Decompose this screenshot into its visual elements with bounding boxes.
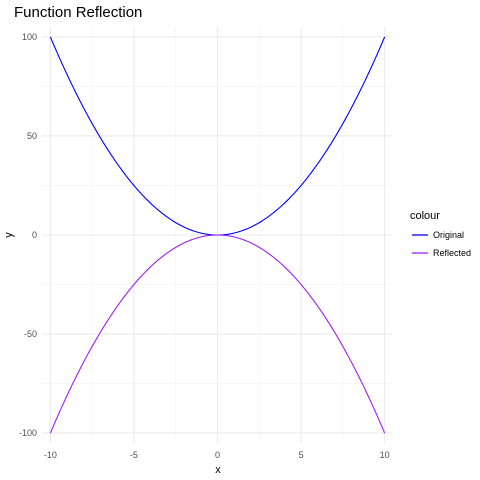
- legend-title: colour: [410, 210, 440, 222]
- x-tick-label: 5: [299, 450, 304, 460]
- series-layer: [49, 36, 386, 434]
- legend-label-reflected: Reflected: [433, 248, 471, 258]
- x-tick-label: -5: [130, 450, 138, 460]
- grid-layer: [42, 27, 393, 443]
- chart-title: Function Reflection: [14, 4, 142, 21]
- legend: colour Original Reflected: [410, 210, 471, 258]
- x-tick-label: 0: [215, 450, 220, 460]
- y-tick-label: 50: [27, 131, 37, 141]
- legend-items: Original Reflected: [412, 230, 471, 258]
- y-axis-title: y: [3, 232, 15, 238]
- x-axis-title: x: [215, 464, 221, 476]
- x-tick-label: -10: [44, 450, 57, 460]
- y-tick-label: -100: [19, 428, 37, 438]
- y-tick-label: 100: [22, 32, 37, 42]
- legend-label-original: Original: [433, 230, 464, 240]
- series-line-reflected: [49, 234, 386, 434]
- y-tick-label: 0: [32, 230, 37, 240]
- y-tick-label: -50: [24, 329, 37, 339]
- x-tick-label: 10: [380, 450, 390, 460]
